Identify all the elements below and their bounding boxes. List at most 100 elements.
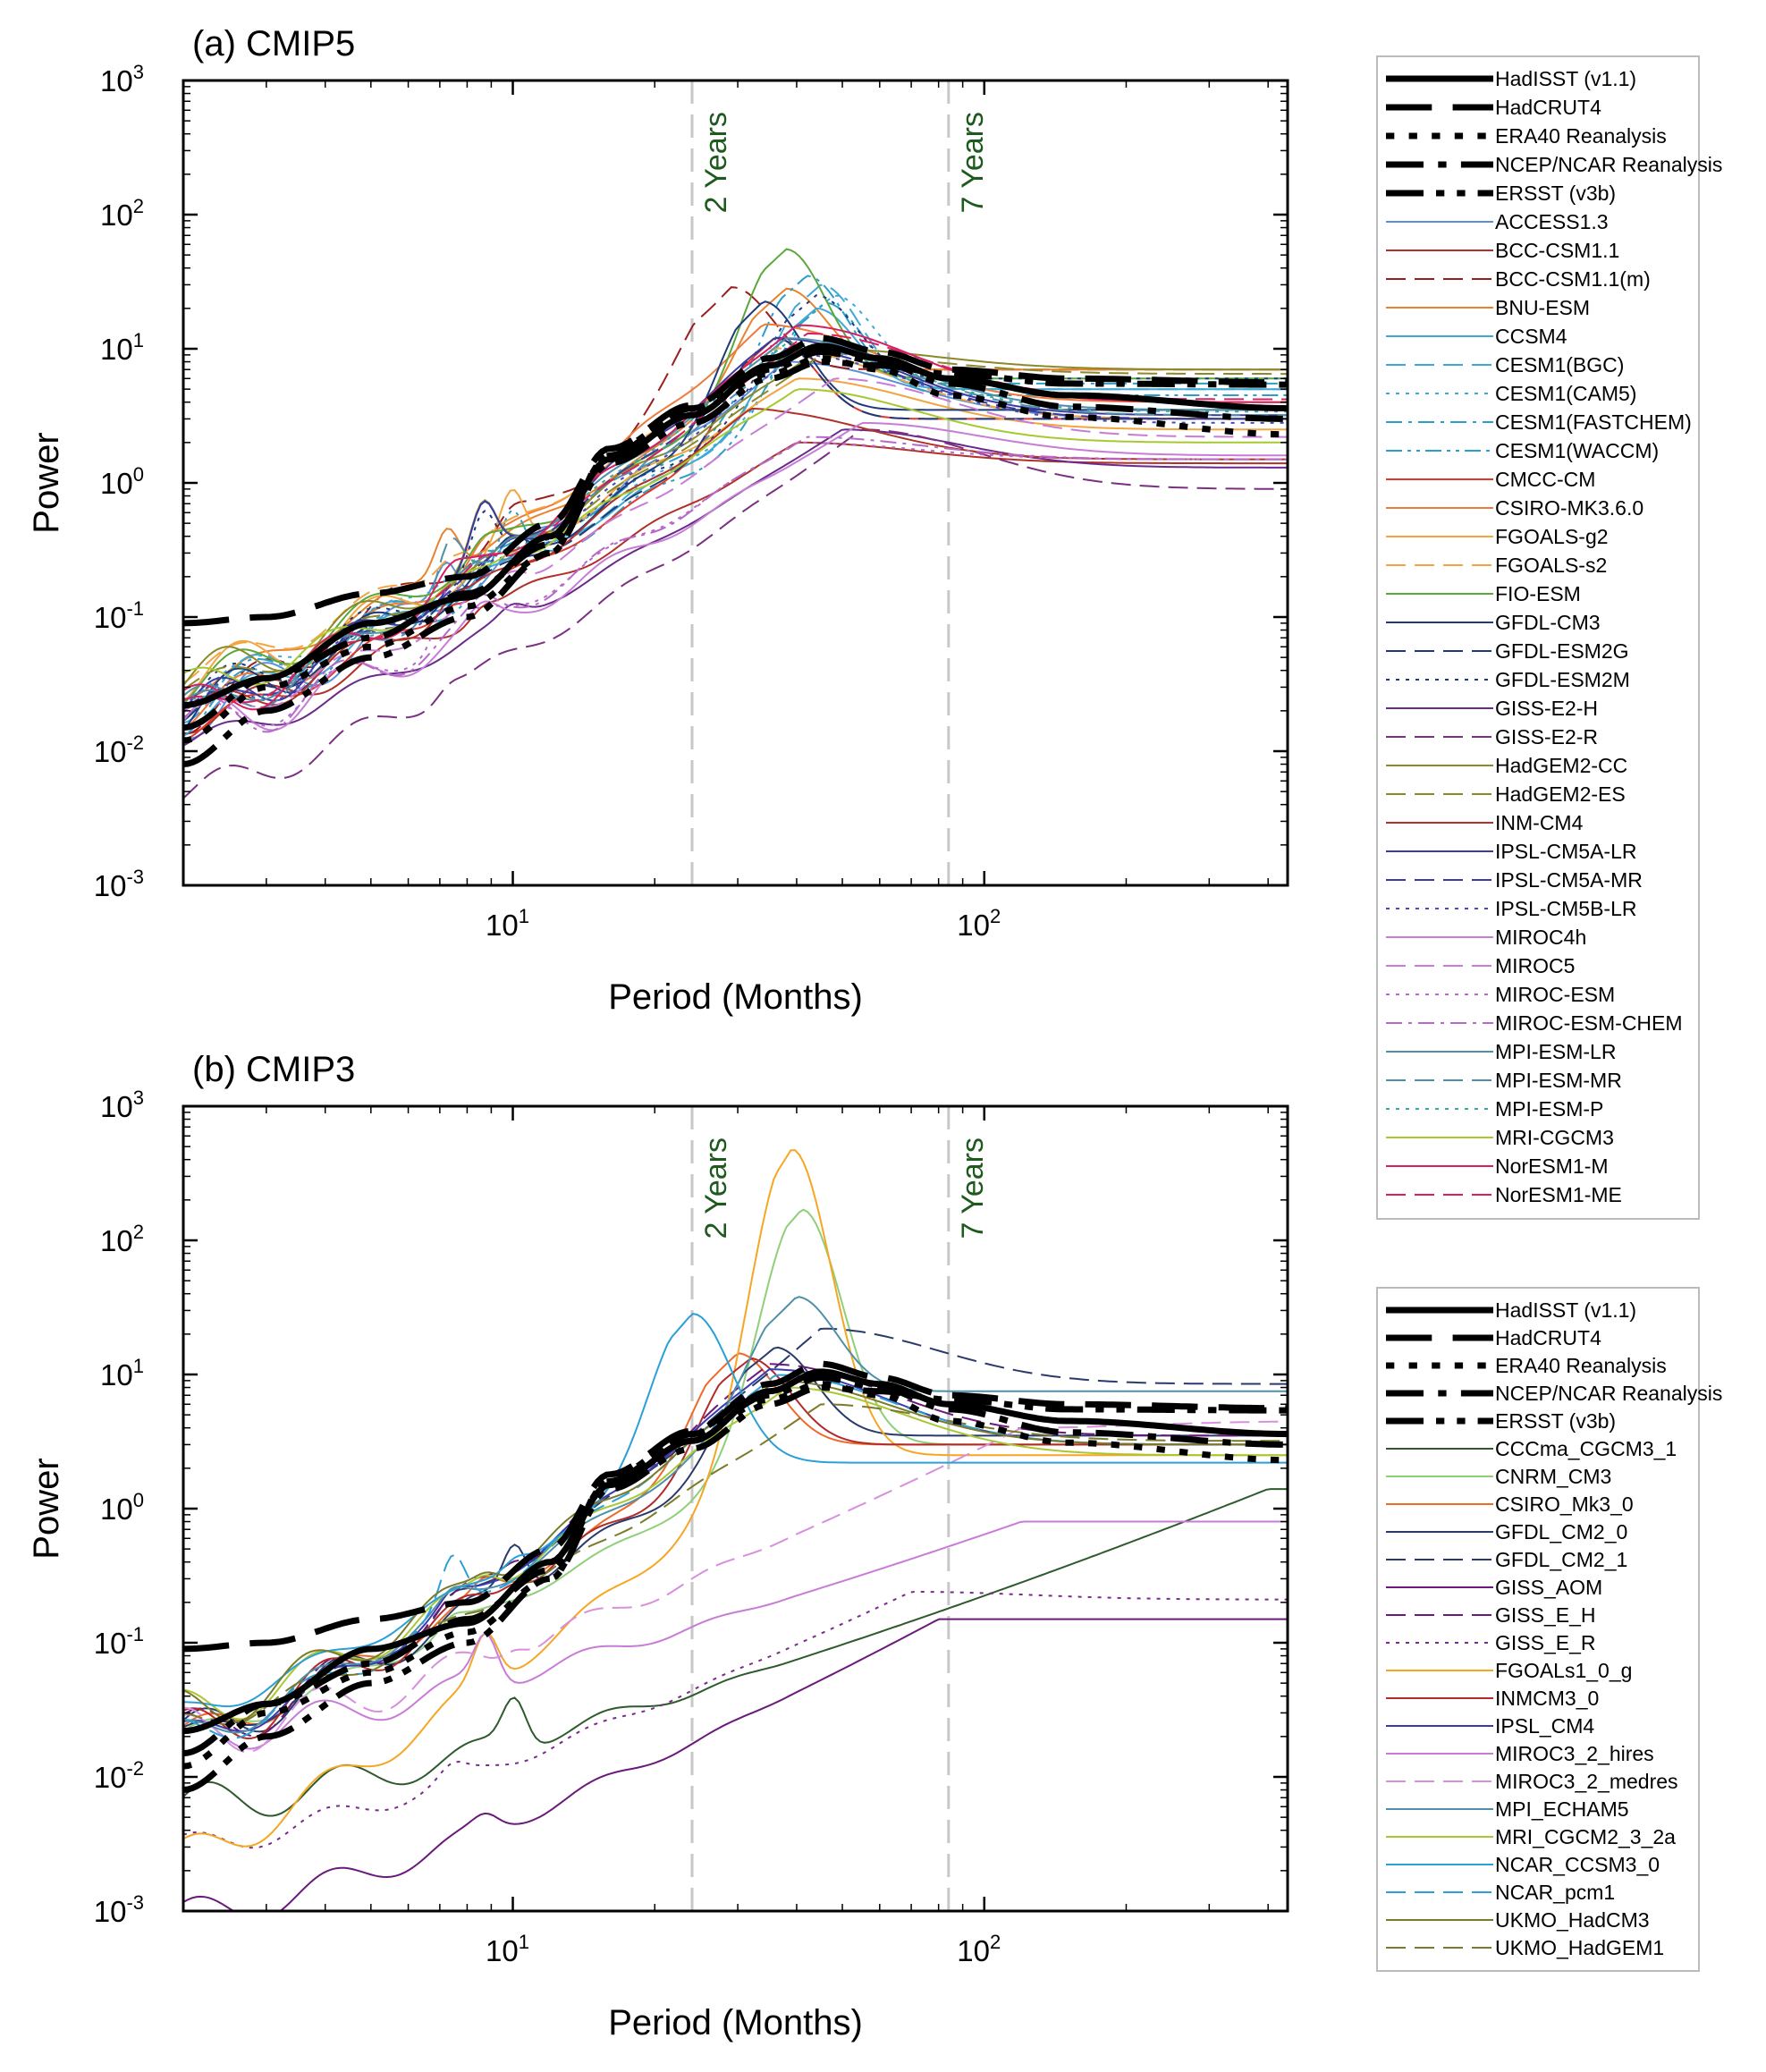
observation-line <box>183 1384 1288 1793</box>
legend-label: IPSL-CM5A-LR <box>1495 840 1636 863</box>
legend-label: GISS_E_H <box>1495 1603 1596 1627</box>
legend-label: ERA40 Reanalysis <box>1495 124 1667 148</box>
model-series-line <box>183 336 1288 713</box>
legend-label: HadGEM2-ES <box>1495 782 1626 806</box>
observation-line <box>183 343 1288 709</box>
legend-label: GFDL-ESM2G <box>1495 639 1629 663</box>
observation-line <box>183 1368 1288 1735</box>
panel-cmip3: (b) CMIP3 Period (Months) Power 2 Years 7 Ye… <box>27 1050 1289 2042</box>
x-axis-label: Period (Months) <box>608 2003 863 2042</box>
legend-label: CESM1(FASTCHEM) <box>1495 410 1692 434</box>
legend-cmip5: HadISST (v1.1) HadCRUT4 ERA40 Reanalysis NC… <box>1376 55 1722 1220</box>
legend-label: CSIRO_Mk3_0 <box>1495 1493 1634 1516</box>
y-tick-label: 100 <box>100 463 144 500</box>
y-axis-label: Power <box>27 1458 66 1559</box>
legend-label: CESM1(BGC) <box>1495 353 1624 376</box>
legend-label: MIROC-ESM <box>1495 983 1615 1006</box>
legend-label: ERSST (v3b) <box>1495 1409 1616 1433</box>
y-tick-label: 101 <box>100 1355 144 1391</box>
legend-label: GFDL_CM2_1 <box>1495 1548 1627 1571</box>
model-series-line <box>183 441 1288 735</box>
legend-label: FGOALS-s2 <box>1495 554 1607 577</box>
observation-line <box>183 355 1288 744</box>
model-series-line <box>183 436 1288 733</box>
model-series-line <box>183 1313 1288 1708</box>
legend-label: NorESM1-ME <box>1495 1183 1622 1206</box>
model-series-line <box>183 428 1288 747</box>
legend-label: GISS-E2-R <box>1495 725 1598 748</box>
model-series-line <box>183 388 1288 686</box>
y-tick-label: 102 <box>100 1221 144 1257</box>
y-tick-label: 10-1 <box>94 1623 144 1660</box>
legend-label: IPSL-CM5B-LR <box>1495 897 1636 920</box>
model-series-line <box>183 1374 1288 1739</box>
legend-label: INMCM3_0 <box>1495 1687 1599 1710</box>
legend-label: UKMO_HadGEM1 <box>1495 1936 1664 1959</box>
model-series-line <box>183 347 1288 686</box>
legend-label: GFDL-CM3 <box>1495 611 1601 634</box>
legend-label: CCCma_CGCM3_1 <box>1495 1437 1677 1460</box>
legend-label: MIROC3_2_medres <box>1495 1770 1678 1793</box>
reference-line-label: 2 Years <box>699 1137 733 1239</box>
legend-label: CCSM4 <box>1495 325 1567 348</box>
model-series-line <box>183 347 1288 709</box>
legend-label: BCC-CSM1.1(m) <box>1495 267 1651 291</box>
legend-label: CESM1(CAM5) <box>1495 382 1636 405</box>
legend-label: NCAR_CCSM3_0 <box>1495 1853 1660 1876</box>
x-axis-label: Period (Months) <box>608 977 863 1017</box>
legend-label: HadCRUT4 <box>1495 96 1601 119</box>
model-series-line <box>183 1357 1288 1740</box>
legend-label: MRI_CGCM2_3_2a <box>1495 1825 1676 1848</box>
plot-frame <box>182 1104 1289 1913</box>
legend-label: ERSST (v3b) <box>1495 182 1616 205</box>
legend-label: BCC-CSM1.1 <box>1495 239 1619 262</box>
legend-label: IPSL-CM5A-MR <box>1495 868 1643 892</box>
model-series-line <box>183 407 1288 720</box>
reference-line-label: 7 Years <box>956 1137 990 1239</box>
legend-label: GISS-E2-H <box>1495 697 1598 720</box>
model-series-line <box>183 353 1288 691</box>
reference-line-label: 7 Years <box>956 112 990 213</box>
legend-label: NorESM1-M <box>1495 1154 1609 1178</box>
legend-label: MPI_ECHAM5 <box>1495 1797 1629 1821</box>
y-tick-label: 100 <box>100 1489 144 1526</box>
y-tick-label: 10-3 <box>94 866 144 902</box>
y-tick-label: 10-1 <box>94 597 144 634</box>
legend-label: HadCRUT4 <box>1495 1326 1601 1349</box>
reference-line-label: 2 Years <box>699 112 733 213</box>
y-tick-label: 10-3 <box>94 1891 144 1928</box>
model-series-line <box>183 294 1288 711</box>
legend-label: INM-CM4 <box>1495 811 1584 834</box>
legend-label: FGOALs1_0_g <box>1495 1659 1632 1682</box>
model-series-line <box>183 1149 1288 1848</box>
y-tick-label: 103 <box>100 1087 144 1123</box>
legend-label: HadISST (v1.1) <box>1495 1298 1636 1322</box>
observation-line <box>183 348 1288 732</box>
y-tick-label: 103 <box>100 61 144 97</box>
legend-label: GFDL_CM2_0 <box>1495 1520 1627 1543</box>
legend-label: HadGEM2-CC <box>1495 754 1627 777</box>
x-tick-label: 101 <box>486 905 529 942</box>
legend-label: MIROC-ESM-CHEM <box>1495 1011 1683 1035</box>
legend-label: CMCC-CM <box>1495 468 1595 491</box>
model-series-line <box>183 353 1288 708</box>
model-series-line <box>183 347 1288 684</box>
legend-label: CESM1(WACCM) <box>1495 439 1659 462</box>
model-series-line <box>183 428 1288 799</box>
model-series-line <box>183 1591 1288 1849</box>
y-tick-label: 10-2 <box>94 732 144 768</box>
legend-label: MRI-CGCM3 <box>1495 1126 1614 1149</box>
legend-label: NCEP/NCAR Reanalysis <box>1495 153 1722 176</box>
legend-box <box>1376 1287 1700 1972</box>
legend-label: MPI-ESM-P <box>1495 1097 1603 1121</box>
legend-label: HadISST (v1.1) <box>1495 67 1636 90</box>
x-tick-label: 102 <box>957 905 1001 942</box>
legend-label: GFDL-ESM2M <box>1495 668 1630 691</box>
y-tick-label: 102 <box>100 195 144 232</box>
y-tick-label: 101 <box>100 329 144 366</box>
model-series-line <box>183 337 1288 703</box>
panel-title: (a) CMIP5 <box>192 24 355 63</box>
legend-label: IPSL_CM4 <box>1495 1714 1594 1738</box>
legend-label: FGOALS-g2 <box>1495 525 1609 548</box>
